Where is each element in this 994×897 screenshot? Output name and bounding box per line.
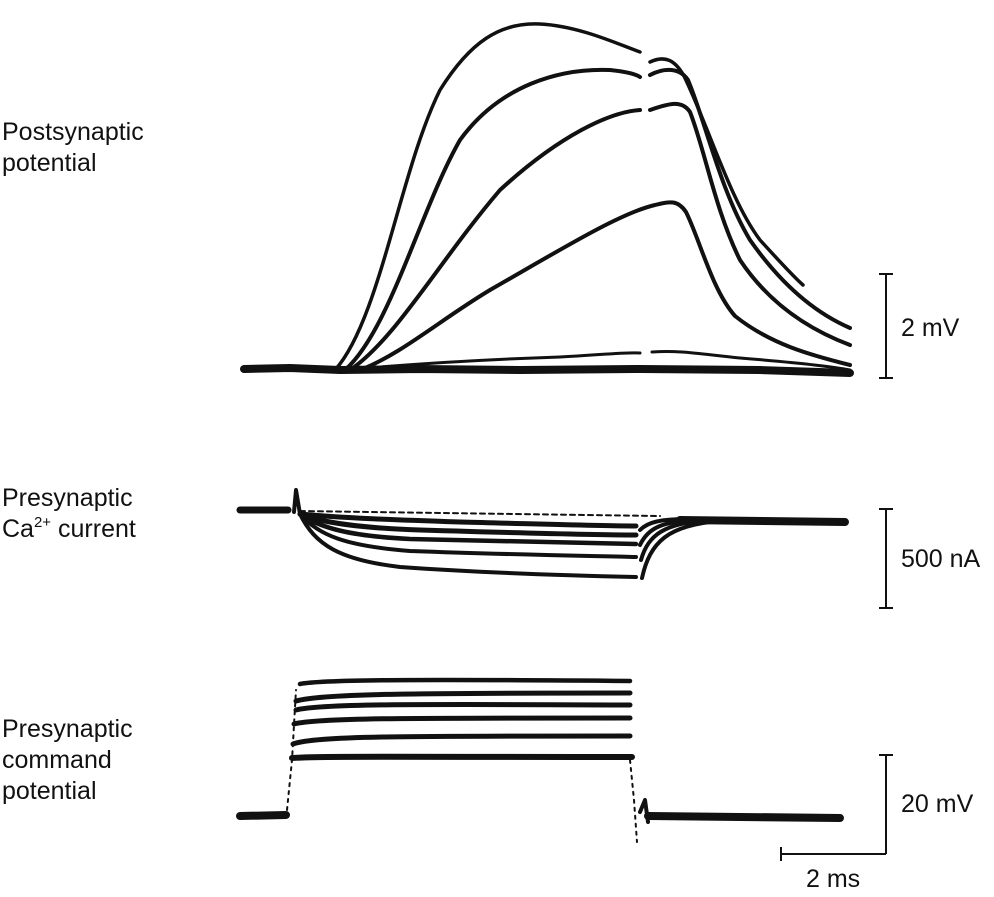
postsynaptic-trace-small <box>378 349 852 372</box>
scale-bar-500na <box>879 508 893 609</box>
command-falling-edge <box>629 759 638 843</box>
command-step-6 <box>289 753 635 761</box>
current-trace-3 <box>297 511 639 547</box>
command-label-line3: potential <box>2 777 97 805</box>
ca-label-line1: Presynaptic <box>2 484 133 512</box>
current-scale-label: 500 nA <box>901 545 981 573</box>
command-step-4 <box>291 715 633 727</box>
postsynaptic-label-line2: potential <box>2 149 97 177</box>
presynaptic-calcium-current-label: Presynaptic Ca2+ current <box>2 483 136 545</box>
command-pre-step-baseline <box>236 811 290 820</box>
ca-label-line2: Ca2+ current <box>2 514 136 545</box>
postsynaptic-trace-2 <box>343 67 852 372</box>
ca-label-suffix: current <box>51 515 136 543</box>
ca-label-superscript: 2+ <box>33 513 52 531</box>
command-label-line1: Presynaptic <box>2 715 133 743</box>
command-step-1 <box>297 677 633 687</box>
scale-bar-20mv <box>879 754 893 854</box>
current-dashed-zero-line <box>299 510 661 517</box>
command-step-2 <box>293 690 633 704</box>
current-trace-1 <box>297 511 639 529</box>
scale-bar-2mv <box>879 273 893 379</box>
postsynaptic-trace-3 <box>348 101 852 372</box>
scale-bar-2ms <box>780 847 886 861</box>
postsynaptic-scale-label: 2 mV <box>901 314 960 342</box>
command-step-3 <box>293 702 633 713</box>
postsynaptic-traces <box>240 22 854 377</box>
command-step-5 <box>290 733 633 747</box>
command-potential-traces <box>236 677 844 843</box>
ca-label-prefix: Ca <box>2 515 34 543</box>
current-onset-transient <box>292 488 302 516</box>
presynaptic-command-potential-label: Presynaptic command potential <box>2 714 133 807</box>
scale-bars <box>780 273 893 861</box>
current-post-step-baseline <box>676 516 849 526</box>
current-trace-4 <box>298 512 638 559</box>
calcium-current-traces <box>236 488 849 580</box>
command-scale-label: 20 mV <box>901 790 974 818</box>
command-label-line2: command <box>2 746 112 774</box>
current-trace-2 <box>297 511 639 538</box>
current-trace-5 <box>298 512 638 579</box>
postsynaptic-potential-label: Postsynaptic potential <box>2 117 144 179</box>
postsynaptic-trace-1 <box>333 22 805 372</box>
time-scale-label: 2 ms <box>806 865 861 893</box>
postsynaptic-baseline <box>240 364 854 377</box>
postsynaptic-trace-4 <box>358 200 852 372</box>
command-post-step-baseline <box>644 812 844 822</box>
postsynaptic-label-line1: Postsynaptic <box>2 118 144 146</box>
